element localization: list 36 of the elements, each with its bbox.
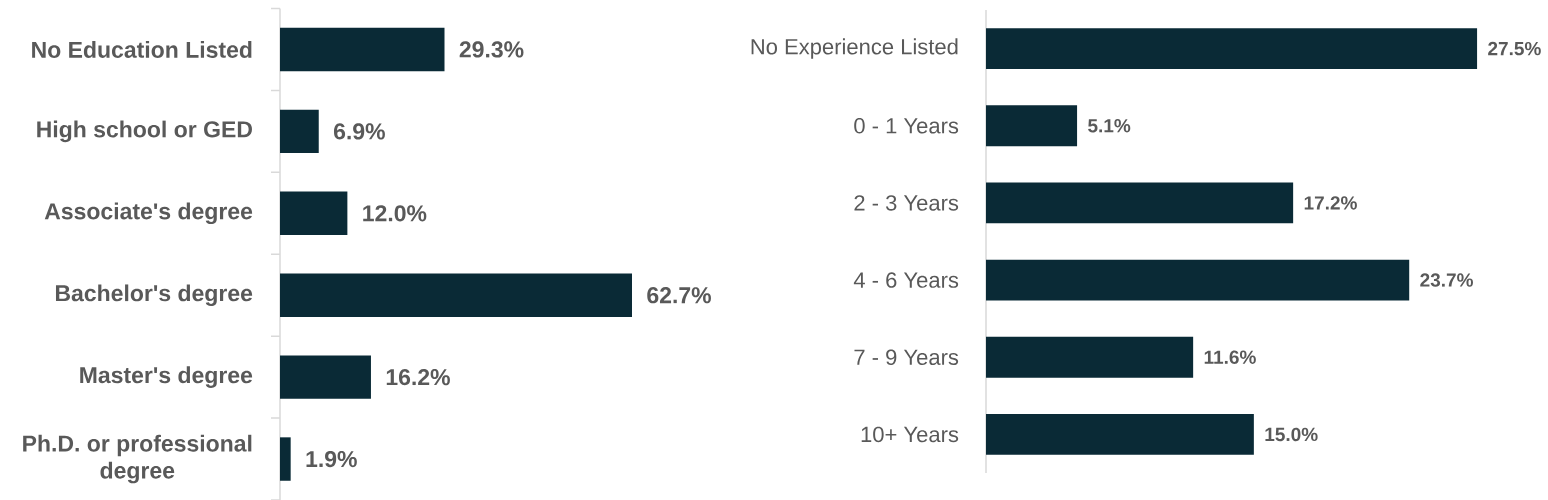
data-label: 6.9% xyxy=(333,123,385,140)
data-label: 29.3% xyxy=(459,41,524,58)
data-label: 23.7% xyxy=(1420,273,1473,287)
bar xyxy=(986,182,1294,224)
data-label: 17.2% xyxy=(1304,196,1357,210)
y-tick-label: 7 - 9 Years xyxy=(854,349,959,366)
y-tick-label: 2 - 3 Years xyxy=(854,195,959,211)
y-tick-label: 0 - 1 Years xyxy=(854,117,959,134)
bar xyxy=(280,355,371,399)
bar xyxy=(280,437,291,481)
bar xyxy=(280,27,445,72)
data-label: 5.1% xyxy=(1088,119,1131,133)
data-label: 12.0% xyxy=(363,205,427,222)
bar xyxy=(986,259,1410,301)
y-tick-label: Master's degree xyxy=(80,366,253,388)
data-label: 62.7% xyxy=(647,287,711,304)
y-tick-label: 4 - 6 Years xyxy=(853,272,959,288)
data-label: 15.0% xyxy=(1265,427,1318,442)
y-tick-label: No Experience Listed xyxy=(751,38,958,59)
bar xyxy=(986,336,1194,378)
data-label: 27.5% xyxy=(1488,41,1541,56)
y-tick-label: High school or GED xyxy=(37,120,252,143)
y-tick-label: Associate's degree xyxy=(44,202,253,225)
bar xyxy=(280,109,319,154)
bar xyxy=(280,191,348,235)
data-label: 16.2% xyxy=(386,368,450,386)
data-label: 1.9% xyxy=(306,450,357,468)
y-tick-label: No Education Listed xyxy=(32,41,252,58)
y-tick-label: Bachelor's degree xyxy=(55,284,253,306)
bar xyxy=(280,273,632,317)
y-tick-label: 10+ Years xyxy=(861,426,959,443)
y-tick-label: Ph.D. or professional degree xyxy=(23,434,252,484)
bar xyxy=(986,413,1254,455)
data-label: 11.6% xyxy=(1204,350,1256,364)
bar xyxy=(986,28,1478,70)
bar xyxy=(986,105,1078,147)
